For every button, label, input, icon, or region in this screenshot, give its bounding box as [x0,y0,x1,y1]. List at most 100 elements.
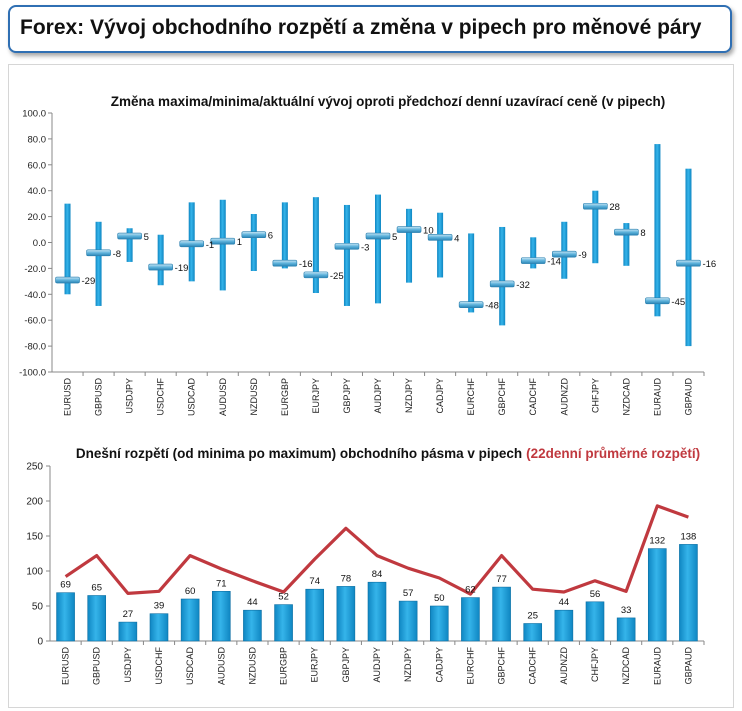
chart1-value-label: 6 [268,231,273,242]
chart1-value-label: -29 [82,276,96,287]
chart1-x-tick-label: EURCHF [466,377,476,415]
chart1-y-tick-label: 20.0 [28,212,47,223]
chart2-bar-label: 74 [309,576,320,587]
chart2-x-tick-label: CADCHF [528,646,538,684]
chart1-range-bar [312,197,319,294]
chart1-current-marker [551,250,577,258]
chart2-title-highlight: (22denní průměrné rozpětí) [526,446,700,461]
chart1-current-marker [645,297,670,305]
chart1-range-bar [623,223,630,266]
chart2-x-tick-label: EURJPY [310,647,320,683]
chart1-x-tick-label: USDCAD [187,378,197,417]
chart1-value-label: -9 [578,250,586,261]
chart1-value-label: 5 [392,232,397,243]
chart1-x-tick-label: CADJPY [435,378,445,414]
chart2-bar-label: 50 [434,593,445,604]
chart2-bar-label: 78 [341,573,352,584]
chart2-y-tick-label: 0 [37,637,43,648]
chart2-x-tick-label: AUDNZD [559,647,569,685]
chart1-value-label: 5 [144,232,149,243]
chart1-x-tick-label: USDJPY [125,378,135,414]
chart1-x-tick-label: CADCHF [528,377,538,415]
chart1-current-marker [303,271,329,279]
chart1-range-bar [95,221,102,306]
chart2-x-tick-label: EURUSD [61,647,71,686]
chart2-x-tick-label: USDCHF [154,646,164,684]
chart2-bar-label: 132 [649,536,665,547]
chart1-range-bar [437,212,444,278]
chart1-x-tick-label: EURGBP [280,378,290,416]
chart1-current-marker [55,276,80,284]
chart1-range-bar [685,168,692,347]
chart2-x-ticks: EURUSD GBPUSD USDJPY USDCHF USDCAD AUDUSD NZDU… [61,641,705,686]
chart1-x-tick-label: USDCHF [156,377,166,415]
chart2-x-tick-label: EURGBP [279,647,289,685]
chart1-range-bar [468,233,475,313]
chart2-bar [679,544,698,642]
chart2-bar [118,621,138,642]
chart1-range-bar [530,237,537,269]
chart2-bar-label: 62 [465,585,476,596]
chart2-y-ticks: 250 200 150 100 50 0 [26,462,50,648]
chart2-bars [56,544,698,642]
chart1-value-label: 28 [609,202,620,213]
chart1-value-labels: -29 -8 5 -19 -1 1 6 -16 -25 -3 5 10 4 -48 -32 -14 -9 28 8 -… [82,202,717,311]
chart1-current-marker [334,243,360,250]
chart1-value-label: -14 [547,257,561,268]
chart2-bar-label: 52 [278,592,289,603]
chart1-range-bar [343,204,350,306]
chart1-current-marker [676,259,701,267]
chart1-current-marker [210,237,236,245]
chart2-bar [429,605,449,642]
chart2-bar-label: 138 [680,531,696,542]
chart1-value-label: 1 [237,237,242,248]
chart1-x-tick-label: AUDNZD [559,378,569,416]
chart1-current-marker [396,226,422,233]
chart1-range-bar [375,194,381,304]
chart1-current-marker [583,202,608,210]
chart1-x-tick-label: EURAUD [652,378,662,417]
chart1-title: Změna maxima/minima/aktuální vývoj oprot… [111,94,665,109]
page-title: Forex: Vývoj obchodního rozpětí a změna … [20,16,702,39]
chart2-bar-label: 71 [216,578,227,589]
chart2-average-line [64,504,689,596]
chart2-bar [180,598,200,642]
chart1-y-tick-label: 100.0 [22,109,46,120]
chart1-current-marker [148,263,173,271]
chart2-x-tick-label: GBPCHF [497,647,507,685]
chart2-title-main: Dnešní rozpětí (od minima po maximum) ob… [76,446,522,461]
chart2-bar-labels: 69 65 27 39 60 71 44 52 74 78 84 57 50 62 77 25 44 56 33 13… [60,531,696,621]
chart1-value-label: 8 [640,228,645,239]
chart2-x-tick-label: NZDCAD [621,647,631,685]
chart1-current-markers [55,202,701,308]
chart1-x-tick-label: NZDUSD [249,378,259,416]
chart1-range-bar [592,190,599,264]
chart1-value-label: -45 [671,297,685,308]
chart2-bar-label: 65 [91,583,102,594]
chart2-bar-label: 60 [185,586,196,597]
chart2-bar-label: 33 [621,605,632,616]
chart1-value-label: -8 [113,249,121,260]
chart1-value-label: -16 [299,259,313,270]
chart2-bar [336,586,356,642]
chart2-bar-label: 25 [527,611,538,622]
chart2-x-tick-label: GBPJPY [341,647,351,683]
chart2-bar [149,613,169,642]
chart2-bar [523,623,543,642]
chart1-x-tick-label: EURJPY [311,378,321,414]
chart1-current-marker [117,232,142,240]
chart2-x-tick-label: USDCAD [185,647,195,686]
chart1-x-tick-label: GBPUSD [94,378,104,417]
chart2-y-tick-label: 50 [32,602,44,613]
chart2-bar [647,548,667,642]
chart1-x-ticks: EURUSD GBPUSD USDJPY USDCHF USDCAD AUDUSD NZDU… [63,372,705,417]
chart1-current-marker [365,232,391,240]
chart2-x-tick-label: GBPUSD [92,647,102,686]
chart1-value-label: 4 [454,233,459,244]
chart1-x-tick-label: CHFJPY [590,378,600,413]
chart2-x-tick-label: NZDJPY [403,647,413,682]
chart2-bar [305,588,325,642]
chart1-y-ticks: 100.0 80.0 60.0 40.0 20.0 0.0 -20.0 -40.0 -60.0 -… [19,109,52,379]
chart2-y-tick-label: 200 [26,497,43,508]
